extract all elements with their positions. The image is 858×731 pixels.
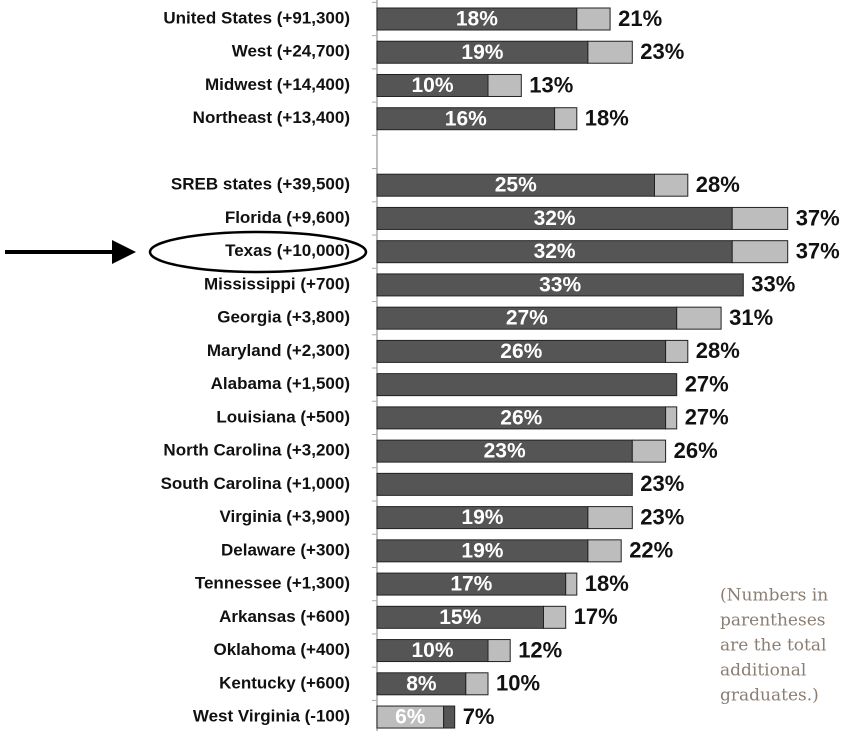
bar-segment [587, 40, 633, 64]
category-label: Midwest (+14,400) [205, 75, 350, 94]
total-label: 12% [518, 637, 562, 662]
category-label: Georgia (+3,800) [217, 308, 350, 327]
total-label: 27% [685, 405, 729, 430]
segment-label: 26% [500, 340, 542, 363]
total-label: 27% [685, 371, 729, 396]
segment-label: 25% [495, 174, 537, 197]
segment-label: 19% [461, 539, 503, 562]
category-label: Maryland (+2,300) [207, 341, 350, 360]
note-line: are the total [720, 636, 826, 656]
note-line: additional [720, 661, 806, 681]
note-line: graduates.) [720, 686, 819, 706]
segment-label: 27% [506, 307, 548, 330]
category-label: Tennessee (+1,300) [195, 574, 350, 593]
category-label: Delaware (+300) [221, 540, 350, 559]
total-label: 21% [618, 6, 662, 31]
segment-label: 26% [500, 406, 542, 429]
total-label: 10% [496, 671, 540, 696]
segment-label: 16% [445, 107, 487, 130]
total-label: 37% [796, 205, 840, 230]
note-line: parentheses [720, 611, 826, 631]
segment-label: 17% [450, 573, 492, 596]
bar-segment [487, 73, 522, 97]
total-label: 23% [640, 504, 684, 529]
category-label: Kentucky (+600) [219, 673, 350, 692]
segment-label: 10% [411, 74, 453, 97]
category-label: Texas (+10,000) [225, 241, 350, 260]
total-label: 28% [696, 172, 740, 197]
segment-label: 32% [534, 240, 576, 263]
bar-segment [376, 472, 633, 496]
segment-label: 18% [456, 8, 498, 31]
category-label: West Virginia (-100) [193, 707, 350, 726]
segment-label: 19% [461, 506, 503, 529]
total-label: 33% [751, 272, 795, 297]
bar-segment [587, 506, 633, 530]
total-label: 26% [674, 438, 718, 463]
bar-segment [587, 539, 622, 563]
bar-segment [665, 339, 689, 363]
bar-segment [565, 572, 578, 596]
total-label: 23% [640, 39, 684, 64]
bar-segment [665, 406, 678, 430]
total-label: 23% [640, 471, 684, 496]
bar-segment [576, 7, 611, 31]
bar-segment [543, 605, 567, 629]
segment-label: 8% [406, 672, 437, 695]
bar-segment [676, 306, 722, 330]
bar-segment [465, 672, 489, 696]
total-label: 37% [796, 238, 840, 263]
arrow-head [112, 240, 136, 264]
bar-segment [376, 273, 744, 297]
total-label: 13% [529, 72, 573, 97]
total-label: 17% [574, 604, 618, 629]
bar-segment [631, 439, 667, 463]
bar-segment [731, 206, 789, 230]
segment-label: 6% [395, 706, 426, 729]
total-label: 22% [629, 538, 673, 563]
bar-segment [554, 107, 578, 131]
segment-label: 19% [461, 41, 503, 64]
segment-label: 10% [411, 639, 453, 662]
category-label: Mississippi (+700) [204, 274, 350, 293]
highlight-circle [148, 230, 368, 274]
total-label: 31% [729, 305, 773, 330]
category-label: Alabama (+1,500) [211, 374, 350, 393]
note-line: (Numbers in [720, 586, 828, 606]
bar-segment [376, 373, 678, 397]
category-label: Arkansas (+600) [219, 607, 350, 626]
category-label: Louisiana (+500) [216, 407, 350, 426]
category-label: Florida (+9,600) [225, 208, 350, 227]
bar-segment [443, 705, 456, 729]
segment-label: 23% [484, 440, 526, 463]
category-label: United States (+91,300) [163, 8, 350, 27]
bar-segment [731, 240, 789, 264]
segment-label: 33% [539, 273, 581, 296]
total-label: 28% [696, 338, 740, 363]
total-label: 18% [585, 106, 629, 131]
total-label: 18% [585, 571, 629, 596]
category-label: West (+24,700) [232, 42, 350, 61]
category-label: Northeast (+13,400) [193, 108, 350, 127]
segment-label: 32% [534, 207, 576, 230]
category-label: SREB states (+39,500) [171, 175, 350, 194]
category-label: North Carolina (+3,200) [163, 441, 350, 460]
segment-label: 15% [439, 606, 481, 629]
category-label: Oklahoma (+400) [213, 640, 350, 659]
bar-segment [487, 639, 511, 663]
bar-segment [654, 173, 689, 197]
total-label: 7% [463, 704, 495, 729]
category-label: South Carolina (+1,000) [161, 474, 350, 493]
category-label: Virginia (+3,900) [219, 507, 350, 526]
